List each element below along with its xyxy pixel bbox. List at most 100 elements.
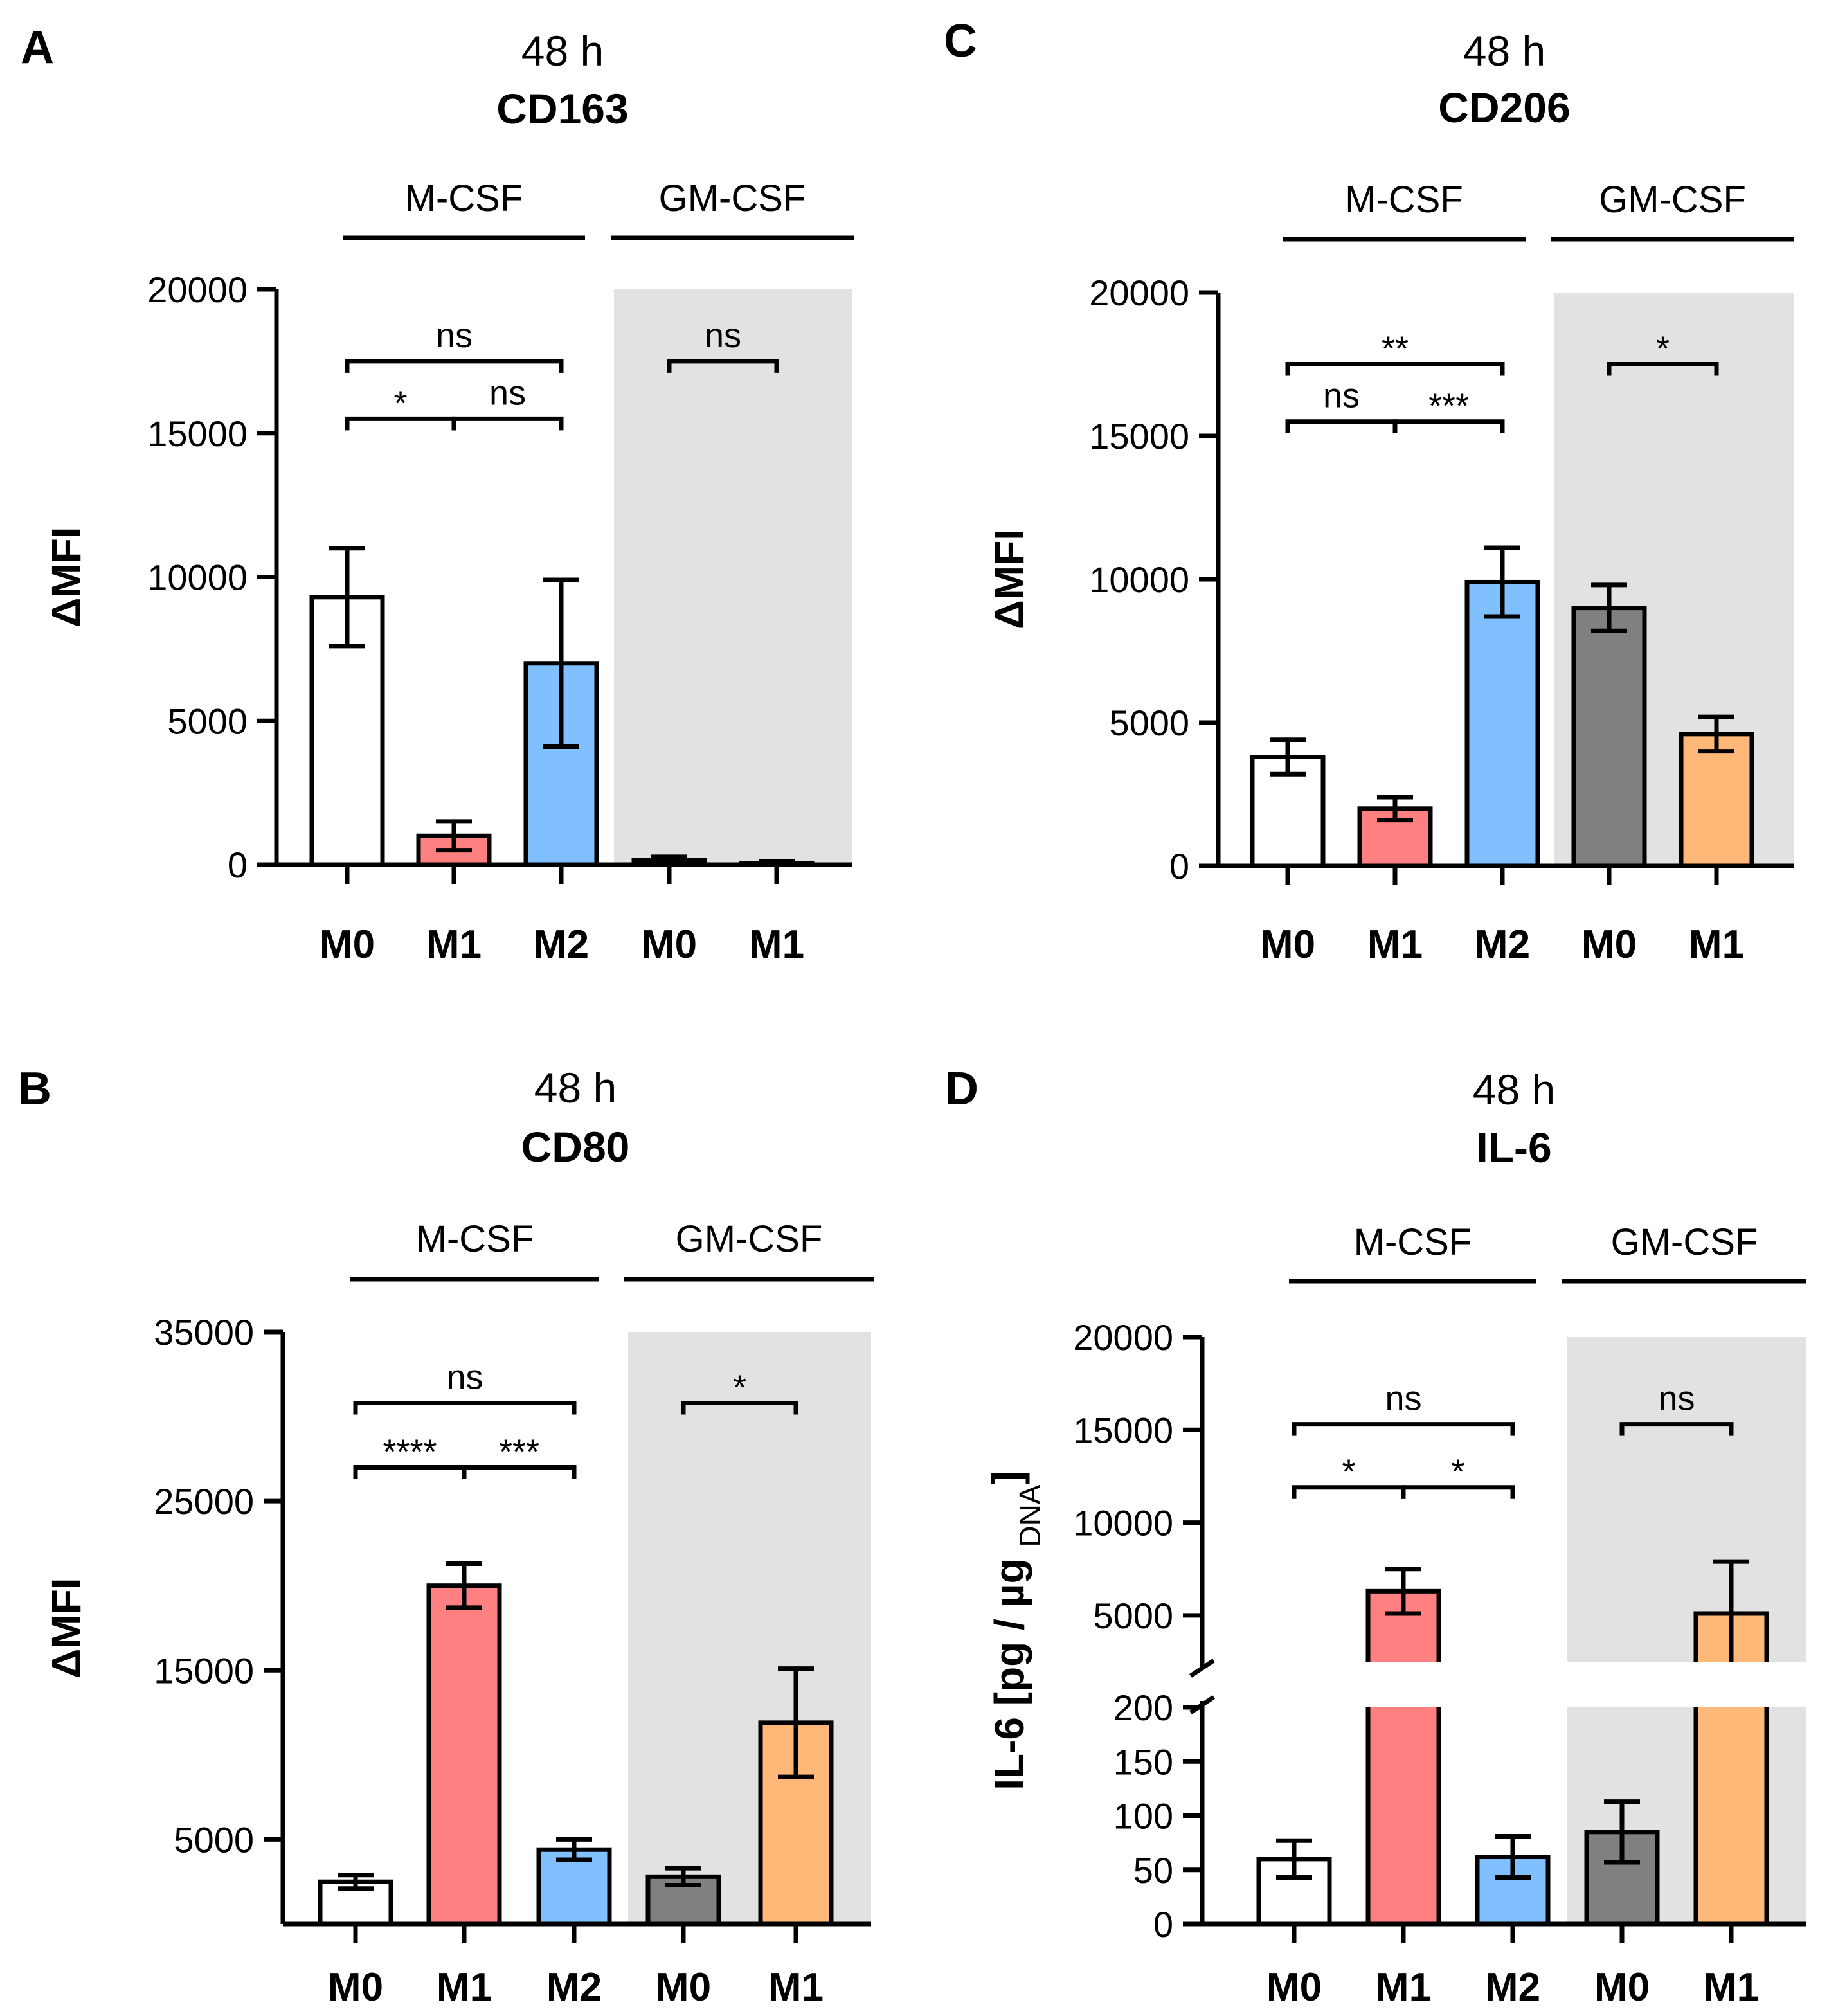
y-tick-label: 5000 — [174, 1819, 254, 1860]
y-tick-label: 15000 — [154, 1650, 254, 1691]
y-tick-label: 35000 — [154, 1312, 254, 1353]
significance-bracket — [1292, 1422, 1515, 1436]
significance-label: * — [1656, 330, 1670, 368]
panel-b-chart: B 48 h CD80 M-CSF GM-CSF M0 M1 M2 M0 M1 5000 15000 2… — [18, 1063, 874, 2010]
significance-label: ns — [705, 316, 741, 355]
significance-bracket — [1392, 419, 1505, 433]
significance-label: * — [1342, 1453, 1355, 1491]
group-label: M-CSF — [405, 177, 523, 219]
gm-csf-shaded-region — [628, 1332, 871, 1924]
panel-label: A — [21, 22, 54, 73]
bar — [1365, 1589, 1441, 1927]
category-label: M0 — [1266, 1965, 1322, 2010]
panel-label: B — [18, 1063, 51, 1115]
category-label: M0 — [642, 923, 697, 967]
chart-marker-title: CD80 — [521, 1123, 630, 1171]
significance-bracket — [1401, 1485, 1515, 1499]
bar — [1464, 579, 1540, 869]
group-label: GM-CSF — [676, 1218, 823, 1260]
category-label: M1 — [437, 1965, 492, 2010]
category-label: M1 — [749, 923, 804, 967]
y-tick-label: 5000 — [1109, 703, 1189, 743]
significance-label: **** — [383, 1433, 437, 1472]
y-tick-label: 5000 — [167, 701, 248, 741]
significance-bracket — [681, 1401, 798, 1415]
y-tick-label: 15000 — [1089, 416, 1189, 456]
y-tick-label: 0 — [1169, 846, 1189, 887]
significance-bracket — [353, 1401, 577, 1415]
category-label: M1 — [1689, 923, 1744, 967]
significance-bracket — [1285, 362, 1505, 376]
category-label: M0 — [1581, 923, 1637, 967]
panel-label: C — [944, 15, 977, 67]
category-label: M0 — [1260, 923, 1315, 967]
significance-label: * — [733, 1369, 746, 1407]
y-tick-label: 20000 — [1089, 273, 1189, 313]
y-tick-label: 0 — [228, 845, 248, 885]
significance-label: ns — [436, 316, 473, 355]
significance-label: ns — [1323, 377, 1360, 415]
chart-time-title: 48 h — [1463, 27, 1545, 75]
chart-time-title: 48 h — [1473, 1066, 1555, 1113]
category-label: M2 — [534, 923, 589, 967]
chart-marker-title: CD163 — [496, 85, 628, 132]
group-label: M-CSF — [1354, 1221, 1472, 1263]
significance-bracket — [451, 416, 564, 431]
y-tick-label: 20000 — [1073, 1317, 1173, 1358]
panel-a-chart: A 48 h CD163 M-CSF GM-CSF M0 M1 M2 M0 M1 0 5000 1000… — [21, 22, 854, 967]
category-label: M0 — [328, 1965, 383, 2010]
y-tick-label: 150 — [1113, 1742, 1173, 1782]
category-label: M1 — [426, 923, 482, 967]
bar — [1679, 732, 1754, 869]
significance-label: * — [1451, 1453, 1464, 1491]
chart-marker-title: IL-6 — [1476, 1124, 1551, 1171]
axis-break-gap — [1209, 1662, 1567, 1707]
y-tick-label: 10000 — [1089, 559, 1189, 600]
significance-label: ** — [1382, 330, 1409, 368]
significance-bracket — [462, 1465, 577, 1479]
axis-break-mark — [1189, 1695, 1215, 1715]
axis-break-mark — [1189, 1659, 1215, 1678]
significance-bracket — [345, 359, 564, 373]
y-tick-label: 10000 — [1073, 1503, 1173, 1544]
significance-label: ns — [489, 374, 526, 412]
y-tick-label: 50 — [1133, 1850, 1173, 1891]
significance-label: *** — [499, 1433, 539, 1472]
y-tick-label: 0 — [1153, 1904, 1173, 1945]
group-label: GM-CSF — [659, 177, 806, 219]
category-label: M1 — [1376, 1965, 1431, 2010]
y-tick-label: 200 — [1113, 1688, 1173, 1728]
y-axis-label: ΔMFI — [43, 526, 89, 627]
y-tick-label: 25000 — [154, 1481, 254, 1522]
chart-time-title: 48 h — [534, 1064, 617, 1112]
chart-marker-title: CD206 — [1438, 84, 1570, 131]
significance-label: ns — [1385, 1380, 1421, 1418]
category-label: M0 — [320, 923, 375, 967]
significance-label: * — [393, 384, 407, 422]
y-tick-label: 20000 — [147, 269, 248, 310]
category-label: M0 — [656, 1965, 711, 2010]
significance-bracket — [667, 359, 779, 373]
significance-bracket — [1607, 362, 1719, 376]
chart-time-title: 48 h — [521, 27, 604, 75]
group-label: GM-CSF — [1599, 179, 1746, 221]
category-label: M2 — [1475, 923, 1530, 967]
gm-csf-shaded-region — [614, 289, 852, 865]
category-label: M0 — [1594, 1965, 1650, 2010]
significance-label: ns — [446, 1358, 483, 1397]
y-tick-label: 10000 — [147, 557, 248, 598]
y-axis-label: IL-6 [pg / µg DNA] — [984, 1471, 1047, 1790]
panel-d-chart: D 48 h IL-6 M-CSF GM-CSF M0 M1 M2 M0 M1 0 50 100 150 2… — [945, 1063, 1806, 2010]
y-tick-label: 5000 — [1093, 1596, 1173, 1636]
panel-c-chart: C 48 h CD206 M-CSF GM-CSF M0 M1 M2 M0 M1 0 5000 1000… — [944, 15, 1794, 967]
y-tick-label: 15000 — [147, 413, 248, 454]
significance-bracket — [1619, 1422, 1734, 1436]
category-label: M2 — [546, 1965, 602, 2010]
significance-label: ns — [1658, 1380, 1695, 1418]
y-axis-label: ΔMFI — [43, 1578, 89, 1678]
category-label: M1 — [1704, 1965, 1759, 2010]
bar — [426, 1583, 502, 1927]
axis-break-gap — [1567, 1662, 1806, 1707]
panel-label: D — [945, 1063, 978, 1115]
